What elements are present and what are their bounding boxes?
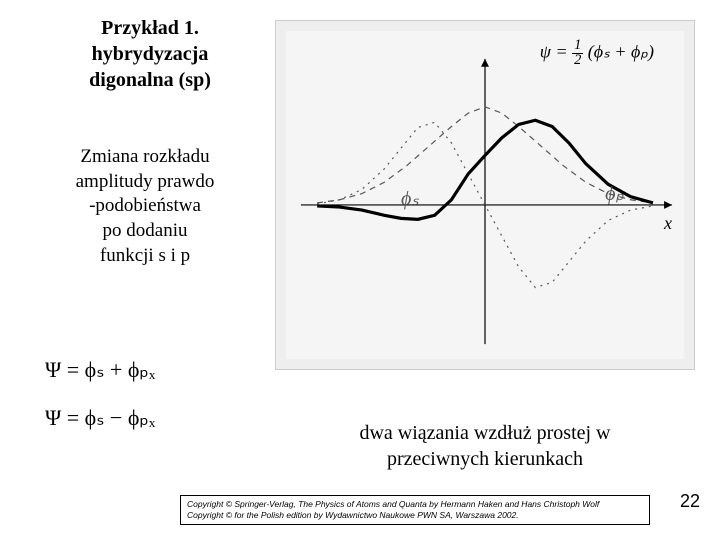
subtitle-line-2: amplitudy prawdo (35, 170, 255, 195)
title-line-2: hybrydyzacja (50, 41, 250, 67)
chart-container: ψ = 1 2 (ϕₛ + ϕₚ) ϕₛ ϕₚ x (275, 20, 695, 370)
equations-block: Ψ = ϕₛ + ϕₚₓ Ψ = ϕₛ − ϕₚₓ (45, 350, 155, 445)
equation-1: Ψ = ϕₛ + ϕₚₓ (45, 350, 155, 390)
title-line-1: Przykład 1. (50, 15, 250, 41)
fraction-half: 1 2 (572, 39, 583, 67)
page-number: 22 (680, 491, 700, 512)
chart-formula: ψ = 1 2 (ϕₛ + ϕₚ) (540, 39, 654, 67)
bottom-line-1: dwa wiązania wzdłuż prostej w (275, 420, 695, 446)
copyright-line-2: Copyright © for the Polish edition by Wy… (187, 510, 643, 521)
title-block: Przykład 1. hybrydyzacja digonalna (sp) (50, 15, 250, 93)
copyright-box: Copyright © Springer-Verlag, The Physics… (180, 495, 650, 525)
equals: = (555, 41, 572, 61)
fraction-den: 2 (572, 54, 583, 68)
chart-svg (286, 31, 684, 359)
bottom-text: dwa wiązania wzdłuż prostej w przeciwnyc… (275, 420, 695, 472)
bottom-line-2: przeciwnych kierunkach (275, 446, 695, 472)
copyright-line-1: Copyright © Springer-Verlag, The Physics… (187, 499, 643, 510)
phi-p-label: ϕₚ (605, 181, 624, 206)
subtitle-block: Zmiana rozkładu amplitudy prawdo -podobi… (35, 145, 255, 268)
subtitle-line-3: -podobieństwa (35, 194, 255, 219)
formula-rest: (ϕₛ + ϕₚ) (588, 41, 654, 61)
subtitle-line-1: Zmiana rozkładu (35, 145, 255, 170)
subtitle-line-5: funkcji s i p (35, 244, 255, 269)
subtitle-line-4: po dodaniu (35, 219, 255, 244)
chart-inner: ψ = 1 2 (ϕₛ + ϕₚ) ϕₛ ϕₚ x (286, 31, 684, 359)
title-line-3: digonalna (sp) (50, 67, 250, 93)
equation-2: Ψ = ϕₛ − ϕₚₓ (45, 398, 155, 438)
psi-symbol: ψ (540, 41, 551, 61)
phi-s-label: ϕₛ (401, 186, 419, 211)
x-axis-label: x (664, 213, 672, 234)
